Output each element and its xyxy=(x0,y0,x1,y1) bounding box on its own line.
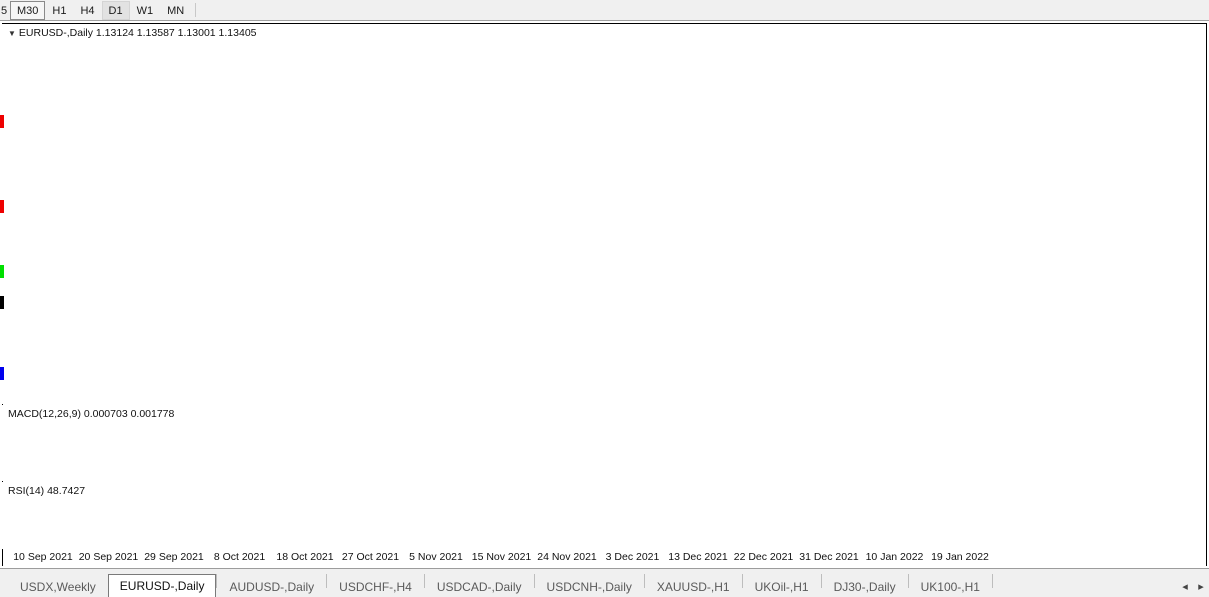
chart-tab[interactable]: UKOil-,H1 xyxy=(754,579,809,594)
timeframe-button-d1[interactable]: D1 xyxy=(101,1,130,20)
toolbar-empty-area xyxy=(200,0,1209,20)
date-label: 13 Dec 2021 xyxy=(668,551,728,563)
chart-tab[interactable]: USDCHF-,H4 xyxy=(339,579,412,594)
price-tag-support-green: 1.14016 xyxy=(0,265,4,279)
price-tick: 1.12355 xyxy=(0,350,4,362)
rsi-tick: 70 xyxy=(0,503,4,515)
date-label: 27 Oct 2021 xyxy=(341,551,400,563)
tab-scroll-right-icon[interactable]: ▸ xyxy=(1198,580,1204,593)
timeframe-button-h1[interactable]: H1 xyxy=(52,4,67,17)
tab-divider xyxy=(991,574,993,588)
symbol-legend: ▼ EURUSD-,Daily 1.13124 1.13587 1.13001 1… xyxy=(8,27,257,40)
timeframe-button-w1[interactable]: W1 xyxy=(136,4,154,17)
date-label: 31 Dec 2021 xyxy=(799,551,859,563)
price-axis[interactable]: 1.186251.179951.173651.167351.161201.154… xyxy=(0,24,4,404)
chart-tab-active[interactable]: EURUSD-,Daily xyxy=(107,574,217,597)
price-tick: 1.17995 xyxy=(0,66,4,78)
price-tick: 1.17365 xyxy=(0,97,4,109)
chart-tab[interactable]: XAUUSD-,H1 xyxy=(656,579,730,594)
tab-divider xyxy=(533,574,535,588)
tab-divider xyxy=(216,574,218,588)
tab-divider xyxy=(326,574,328,588)
chart-tab[interactable]: AUDUSD-,Daily xyxy=(229,579,315,594)
chart-tab-bar[interactable]: USDX,Weekly EURUSD-,Daily AUDUSD-,Daily USD… xyxy=(0,568,1209,597)
price-tick: 1.16735 xyxy=(0,129,4,141)
chart-area[interactable]: ▼ EURUSD-,Daily 1.13124 1.13587 1.13001 1… xyxy=(0,23,1207,566)
timeframe-button-h4[interactable]: H4 xyxy=(80,4,95,17)
date-label: 22 Dec 2021 xyxy=(733,551,794,563)
date-label: 18 Oct 2021 xyxy=(276,551,334,563)
price-tick: 1.16120 xyxy=(0,160,4,172)
date-label: 24 Nov 2021 xyxy=(537,551,597,563)
chart-tab[interactable]: UK100-,H1 xyxy=(920,579,980,594)
price-tick: 1.18625 xyxy=(0,34,4,46)
macd-axis: 0.0031650.00-0.010431 xyxy=(0,405,3,481)
price-tick: 1.14860 xyxy=(0,224,4,236)
tab-divider xyxy=(643,574,645,588)
rsi-axis: 10070300 xyxy=(0,482,3,566)
chart-collapse-caret-icon[interactable]: ▼ xyxy=(8,29,16,38)
tab-divider xyxy=(907,574,909,588)
date-label: 8 Oct 2021 xyxy=(213,551,266,563)
chart-tab[interactable]: USDCAD-,Daily xyxy=(436,579,522,594)
tab-scroll-left-icon[interactable]: ◂ xyxy=(1182,580,1188,593)
date-axis[interactable]: 10 Sep 2021 20 Sep 2021 29 Sep 2021 8 Oct 2… xyxy=(2,549,1207,566)
tab-divider xyxy=(423,574,425,588)
price-tag-support-blue: 1.11999 xyxy=(0,367,4,381)
price-tag-resistance: 1.17001 xyxy=(0,114,4,128)
chart-tab[interactable]: DJ30-,Daily xyxy=(833,579,896,594)
rsi-tick: 100 xyxy=(0,481,4,493)
timeframe-button-m30[interactable]: M30 xyxy=(10,1,46,20)
price-tick: 1.11725 xyxy=(0,382,4,394)
date-label: 3 Dec 2021 xyxy=(605,551,660,563)
date-label: 19 Jan 2022 xyxy=(931,551,989,563)
date-label: 10 Jan 2022 xyxy=(865,551,924,563)
symbol-legend-text: EURUSD-,Daily 1.13124 1.13587 1.13001 1.… xyxy=(18,27,257,39)
price-tick: 1.12985 xyxy=(0,319,4,331)
date-label: 10 Sep 2021 xyxy=(13,551,73,563)
tab-divider xyxy=(820,574,822,588)
macd-tick: 0.003165 xyxy=(0,399,4,411)
timeframe-toolbar: 5 M30 H1 H4 D1 W1 MN xyxy=(0,0,1209,21)
date-label: 20 Sep 2021 xyxy=(78,551,139,563)
timeframe-button-mn[interactable]: MN xyxy=(167,4,185,17)
toolbar-separator xyxy=(195,3,197,17)
chart-tab[interactable]: USDCNH-,Daily xyxy=(546,579,632,594)
timeframe-button-clipped[interactable]: 5 xyxy=(1,4,8,17)
chart-tab[interactable]: USDX,Weekly xyxy=(20,579,96,594)
date-label: 5 Nov 2021 xyxy=(409,551,463,563)
macd-tick: 0.00 xyxy=(0,417,4,429)
tab-divider xyxy=(741,574,743,588)
rsi-tick: 30 xyxy=(0,532,4,544)
date-label: 29 Sep 2021 xyxy=(144,551,204,563)
rsi-legend: RSI(14) 48.7427 xyxy=(8,485,86,497)
price-tag-resistance: 1.15313 xyxy=(0,200,4,214)
date-label: 15 Nov 2021 xyxy=(471,551,532,563)
macd-legend: MACD(12,26,9) 0.000703 0.001778 xyxy=(8,408,175,420)
price-tag-current-price: 1.13405 xyxy=(0,296,4,310)
